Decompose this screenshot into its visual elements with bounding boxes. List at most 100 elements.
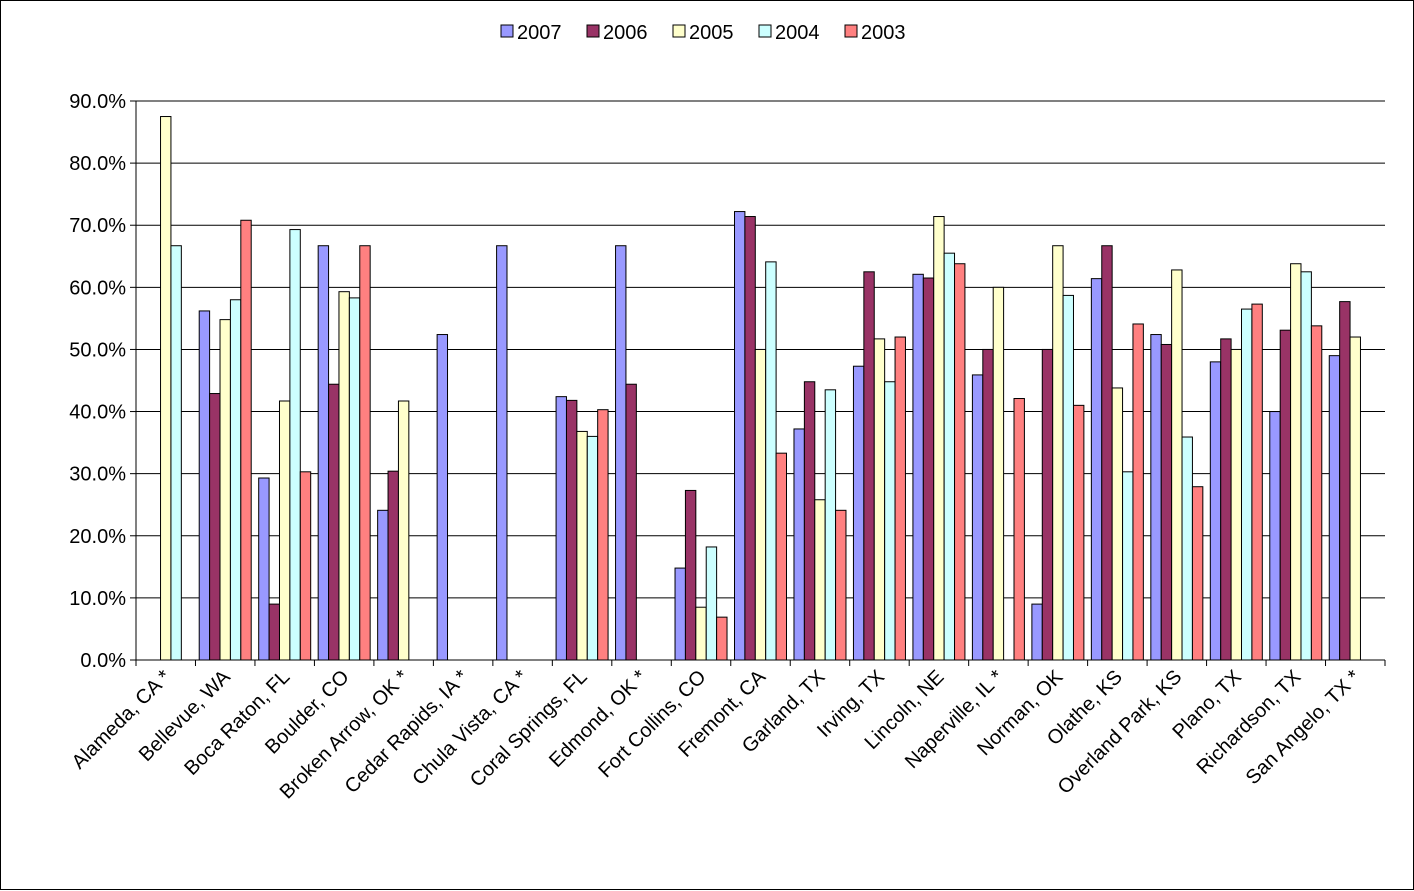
- bar-2004: [1122, 471, 1134, 661]
- bar-2005: [1111, 387, 1124, 661]
- bars: [160, 116, 1361, 661]
- bar-2003: [954, 263, 966, 661]
- bar-2003: [775, 452, 787, 661]
- bar-2007: [377, 509, 389, 661]
- bar-2004: [943, 252, 956, 661]
- bar-2004: [1062, 294, 1074, 661]
- bar-2006: [1220, 338, 1232, 661]
- bar-2003: [1251, 303, 1263, 661]
- bar-2007: [1090, 278, 1103, 661]
- bar-2007: [1150, 334, 1162, 661]
- bar-2007: [971, 374, 984, 661]
- bar-2005: [933, 216, 945, 661]
- bar-2007: [912, 273, 924, 661]
- bar-2007: [1209, 361, 1222, 661]
- y-tick-label: 20.0%: [69, 526, 126, 548]
- category-label: Alameda, CA *: [68, 666, 176, 774]
- bar-2003: [299, 471, 312, 661]
- category-label: Richardson, TX: [1193, 666, 1306, 779]
- legend-swatch: [758, 24, 772, 38]
- bar-2003: [1072, 404, 1085, 661]
- y-tick-label: 60.0%: [69, 277, 126, 299]
- bar-2007: [436, 334, 449, 661]
- bar-2006: [744, 216, 756, 661]
- bar-2004: [586, 435, 599, 661]
- bar-2006: [565, 399, 578, 661]
- bar-2006: [803, 381, 816, 661]
- bar-2005: [1171, 269, 1183, 661]
- axes: [130, 100, 1386, 666]
- bar-2004: [348, 297, 361, 661]
- bar-2006: [209, 393, 221, 661]
- legend-item-2007: 2007: [500, 22, 562, 44]
- legend-label: 2005: [689, 22, 734, 44]
- bar-2005: [814, 499, 826, 661]
- y-tick-label: 10.0%: [69, 588, 126, 610]
- bar-2005: [219, 319, 231, 661]
- bar-2007: [793, 428, 805, 661]
- bar-2005: [1290, 263, 1302, 661]
- bar-2005: [873, 338, 886, 661]
- legend-swatch: [500, 24, 514, 38]
- bar-2007: [674, 567, 686, 661]
- legend-label: 2003: [861, 22, 906, 44]
- legend-item-2004: 2004: [758, 22, 820, 44]
- bar-2006: [863, 271, 875, 661]
- legend-label: 2004: [775, 22, 820, 44]
- bar-2007: [615, 245, 627, 661]
- bar-2003: [240, 219, 252, 661]
- bar-2007: [258, 477, 270, 661]
- legend: 2007 2006 2005 2004 2003: [500, 22, 906, 44]
- y-tick-label: 40.0%: [69, 402, 126, 424]
- y-tick-label: 50.0%: [69, 339, 126, 361]
- bar-2005: [397, 400, 410, 661]
- bar-2006: [268, 603, 280, 661]
- bar-2006: [328, 383, 340, 661]
- bar-2003: [359, 245, 371, 661]
- bar-2007: [317, 245, 330, 661]
- bar-2007: [1328, 355, 1341, 661]
- bar-2004: [289, 229, 301, 661]
- legend-item-2003: 2003: [844, 22, 906, 44]
- bar-2006: [922, 277, 935, 661]
- bar-2005: [1052, 245, 1064, 661]
- bar-2005: [160, 116, 172, 661]
- bar-2004: [1181, 436, 1193, 661]
- bar-2005: [695, 606, 707, 661]
- bar-2006: [625, 383, 637, 661]
- legend-swatch: [672, 24, 686, 38]
- bar-2007: [734, 211, 746, 661]
- bar-2006: [1101, 245, 1113, 661]
- category-label: San Angelo, TX *: [1242, 666, 1365, 789]
- bar-2004: [884, 381, 896, 661]
- category-label: Boca Raton, FL: [180, 666, 294, 780]
- y-tick-labels: 0.0% 10.0% 20.0% 30.0% 40.0% 50.0% 60.0% 70.0% 8…: [69, 91, 126, 672]
- bar-2006: [982, 348, 994, 661]
- bar-2006: [684, 489, 697, 661]
- bar-2006: [1279, 329, 1292, 661]
- legend-swatch: [586, 24, 600, 38]
- bar-2003: [1191, 486, 1204, 661]
- bar-2007: [496, 245, 508, 661]
- bar-2006: [1339, 301, 1351, 661]
- bar-2007: [852, 365, 865, 661]
- y-tick-label: 80.0%: [69, 153, 126, 175]
- bar-2005: [278, 400, 291, 661]
- bar-2004: [1300, 271, 1312, 661]
- bar-2005: [1349, 336, 1361, 661]
- legend-item-2005: 2005: [672, 22, 734, 44]
- bar-2007: [198, 310, 211, 661]
- bar-2007: [1031, 603, 1043, 661]
- bar-2003: [835, 509, 847, 661]
- y-tick-label: 90.0%: [69, 91, 126, 113]
- bar-2006: [1160, 343, 1173, 661]
- legend-swatch: [844, 24, 858, 38]
- bar-2004: [1241, 308, 1253, 661]
- bar-2005: [1230, 348, 1243, 661]
- legend-item-2006: 2006: [586, 22, 648, 44]
- bar-2004: [705, 546, 718, 661]
- bar-2007: [1269, 411, 1281, 661]
- category-label: Fort Collins, CO: [594, 666, 710, 782]
